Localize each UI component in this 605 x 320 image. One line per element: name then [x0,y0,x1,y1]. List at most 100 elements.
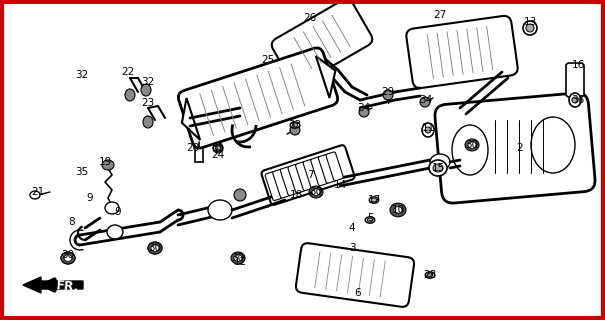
Ellipse shape [143,116,153,128]
Ellipse shape [148,242,162,254]
Ellipse shape [383,90,393,100]
Ellipse shape [430,154,450,170]
Text: 16: 16 [571,60,584,70]
Text: 30: 30 [62,250,74,260]
Ellipse shape [234,255,242,261]
Ellipse shape [468,141,476,148]
Text: 8: 8 [69,217,75,227]
Text: 22: 22 [122,67,135,77]
Text: 31: 31 [211,143,224,153]
Ellipse shape [429,160,447,176]
Ellipse shape [425,272,435,278]
Ellipse shape [572,97,578,103]
Text: 23: 23 [142,98,155,108]
FancyBboxPatch shape [296,162,313,191]
Ellipse shape [367,218,373,222]
Text: 6: 6 [355,288,361,298]
Polygon shape [316,56,335,98]
Text: 30: 30 [309,187,322,197]
FancyBboxPatch shape [311,157,328,186]
Text: 30: 30 [465,140,479,150]
Text: 17: 17 [367,195,381,205]
Text: 28: 28 [424,270,437,280]
FancyBboxPatch shape [326,152,343,181]
Ellipse shape [141,84,151,96]
Ellipse shape [234,189,246,201]
Ellipse shape [365,217,375,223]
Text: 13: 13 [523,17,537,27]
Ellipse shape [425,127,431,133]
Ellipse shape [61,252,75,264]
FancyArrow shape [23,277,83,293]
Ellipse shape [64,255,72,261]
Text: 32: 32 [76,70,88,80]
Ellipse shape [390,203,406,217]
Text: 34: 34 [358,103,371,113]
Ellipse shape [312,188,320,196]
FancyBboxPatch shape [435,93,595,203]
Text: 7: 7 [307,170,313,180]
FancyArrowPatch shape [44,279,80,291]
Ellipse shape [465,139,479,151]
Text: 25: 25 [261,55,275,65]
Text: 3: 3 [348,243,355,253]
FancyBboxPatch shape [178,48,338,148]
Text: 24: 24 [211,150,224,160]
Ellipse shape [290,125,300,135]
Text: 19: 19 [99,157,112,167]
Ellipse shape [394,207,402,213]
Ellipse shape [231,252,245,264]
Text: 2: 2 [517,143,523,153]
Ellipse shape [151,244,159,252]
FancyBboxPatch shape [273,169,290,198]
Ellipse shape [107,225,123,239]
Text: 30: 30 [148,243,162,253]
FancyBboxPatch shape [272,0,372,85]
Text: 35: 35 [76,167,88,177]
Ellipse shape [148,242,162,254]
Text: FR.: FR. [56,279,80,294]
Text: 34: 34 [419,95,433,105]
Text: 5: 5 [367,213,373,223]
Text: 27: 27 [433,10,446,20]
FancyBboxPatch shape [280,167,298,196]
Text: 32: 32 [142,77,155,87]
Ellipse shape [369,197,379,203]
FancyBboxPatch shape [566,63,584,97]
Ellipse shape [526,24,534,32]
FancyBboxPatch shape [303,159,321,188]
Text: 9: 9 [87,193,93,203]
Ellipse shape [427,273,433,277]
Ellipse shape [359,107,369,117]
Ellipse shape [102,160,114,170]
Text: 36: 36 [571,95,584,105]
Ellipse shape [213,145,223,151]
FancyBboxPatch shape [288,164,305,193]
Text: 4: 4 [348,223,355,233]
Ellipse shape [422,123,434,137]
Text: 9: 9 [115,207,122,217]
Ellipse shape [30,191,40,199]
Ellipse shape [208,200,232,220]
Text: 10: 10 [391,205,405,215]
Ellipse shape [213,143,223,153]
Text: 20: 20 [186,143,200,153]
FancyBboxPatch shape [318,155,336,183]
Ellipse shape [433,164,443,172]
Text: 33: 33 [289,120,302,130]
Ellipse shape [290,122,300,128]
Ellipse shape [420,97,430,107]
FancyBboxPatch shape [265,172,283,201]
Text: 30: 30 [232,253,244,263]
Ellipse shape [215,146,221,150]
Ellipse shape [292,123,298,127]
FancyBboxPatch shape [407,16,518,88]
Text: 14: 14 [333,180,347,190]
Text: 21: 21 [31,187,45,197]
Text: 29: 29 [381,87,394,97]
FancyBboxPatch shape [296,243,414,307]
Text: 15: 15 [431,163,445,173]
Ellipse shape [523,21,537,35]
Ellipse shape [125,89,135,101]
Ellipse shape [309,186,323,198]
